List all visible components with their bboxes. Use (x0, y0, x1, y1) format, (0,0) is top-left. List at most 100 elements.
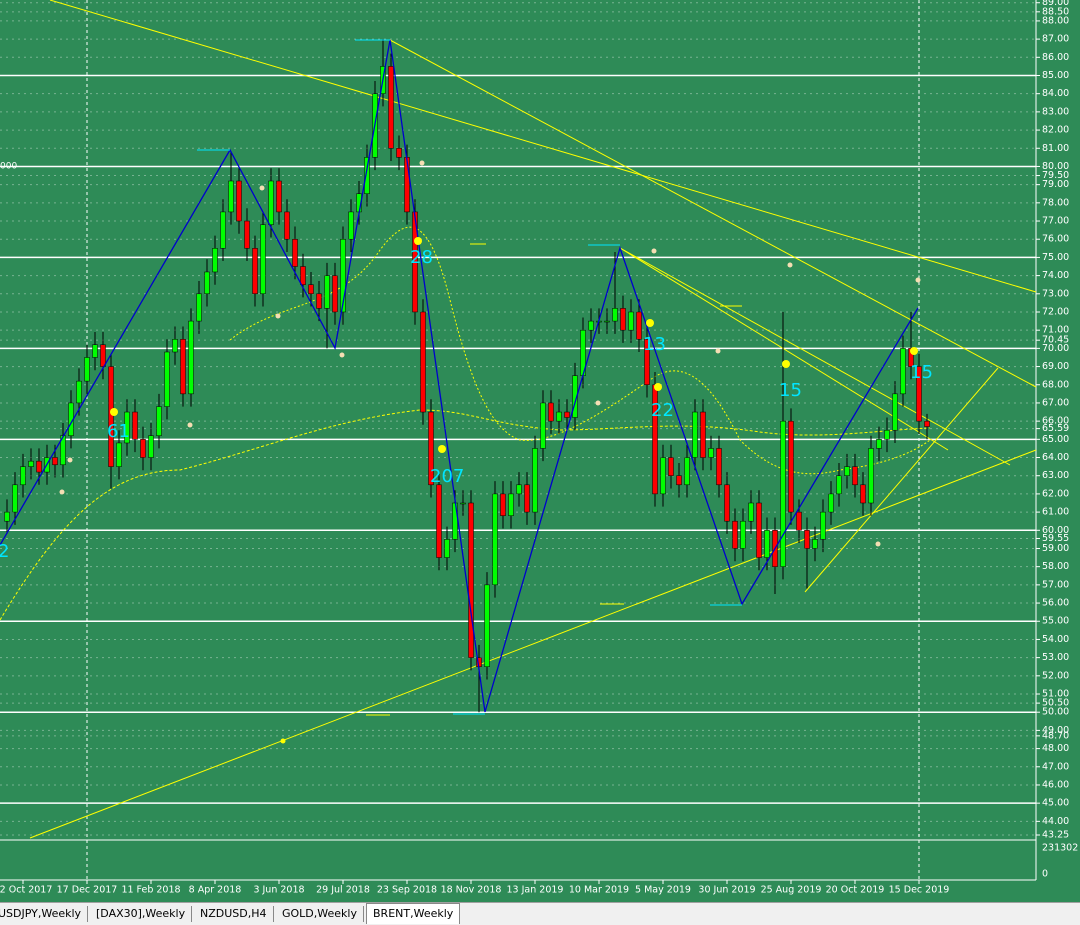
y-tick-label: 54.00 (1042, 634, 1069, 645)
chart-tab[interactable]: [DAX30],Weekly (90, 906, 193, 922)
y-tick-label: 89.00 (1042, 0, 1069, 8)
candle-body (36, 460, 42, 473)
candle-body (28, 460, 34, 467)
y-tick-label: 82.00 (1042, 125, 1069, 136)
trendline (389, 39, 1037, 388)
candle-body (236, 180, 242, 222)
tab-bar: USDJPY,Weekly [DAX30],Weekly NZDUSD,H4 GOLD… (0, 902, 1080, 925)
signal-dot (280, 738, 286, 744)
candle-body (204, 271, 210, 295)
fractal (187, 422, 193, 428)
fractal (275, 313, 281, 319)
candle-body (324, 275, 330, 309)
candle-body (252, 248, 258, 295)
x-tick-label: 20 Oct 2019 (826, 885, 885, 896)
candle-body (116, 442, 122, 467)
candle-body (84, 357, 90, 382)
candle-body (868, 448, 874, 504)
y-tick-label: 79.50 (1042, 170, 1069, 181)
zigzag-label: 13 (643, 334, 666, 355)
zigzag-label: 207 (430, 466, 464, 487)
candle-body (724, 484, 730, 522)
fractal (339, 352, 345, 358)
candle-body (532, 448, 538, 513)
zigzag-label: 2 (0, 541, 9, 562)
chart-tab[interactable]: NZDUSD,H4 (194, 906, 274, 922)
candle-body (732, 520, 738, 549)
signal-dot (654, 383, 662, 391)
candle-body (300, 266, 306, 285)
trendline (29, 449, 1037, 839)
candle-body (292, 238, 298, 267)
y-tick-label: 64.00 (1042, 452, 1069, 463)
candle-body (540, 402, 546, 449)
fractal (875, 541, 881, 547)
candle-body (804, 530, 810, 549)
candle-body (612, 308, 618, 322)
candle-body (516, 484, 522, 495)
zigzag-label: 15 (779, 380, 802, 401)
signal-dot (782, 360, 790, 368)
y-tick-label: 48.70 (1042, 730, 1069, 741)
candle-body (460, 502, 466, 505)
candle-body (108, 366, 114, 467)
candle-body (556, 411, 562, 422)
zigzag-labels: 2 61 28 207 13 22 15 15 (0, 247, 933, 562)
fractal (915, 277, 921, 283)
fractal (419, 160, 425, 166)
candle-body (548, 402, 554, 422)
y-tick-label: 59.55 (1042, 533, 1069, 544)
y-tick-label: 75.00 (1042, 252, 1069, 263)
time-axis-background (0, 880, 1036, 902)
chart-tab[interactable]: BRENT,Weekly (366, 903, 461, 924)
zigzag-label: 22 (651, 400, 674, 421)
candle-body (884, 429, 890, 440)
candle-body (748, 502, 754, 522)
candle-body (660, 457, 666, 495)
candle-body (4, 511, 10, 522)
candle-body (812, 539, 818, 549)
y-tick-label: 69.00 (1042, 361, 1069, 372)
chart-tab[interactable]: GOLD,Weekly (276, 906, 364, 922)
candle-body (628, 311, 634, 331)
candle-body (892, 393, 898, 431)
candle-body (844, 466, 850, 476)
fractal (651, 248, 657, 254)
candle-body (188, 320, 194, 395)
candle-body (332, 275, 338, 313)
candle-body (668, 457, 674, 476)
candle-body (420, 311, 426, 413)
candle-body (308, 284, 314, 295)
x-tick-label: 11 Feb 2018 (121, 885, 180, 896)
x-tick-label: 15 Dec 2019 (889, 885, 950, 896)
candles (4, 39, 930, 713)
y-tick-label: 84.00 (1042, 88, 1069, 99)
candle-body (900, 348, 906, 395)
cut-label: 000 (0, 162, 17, 172)
candle-body (148, 435, 154, 458)
zigzag-label: 15 (910, 362, 933, 383)
candle-body (284, 211, 290, 240)
y-tick-label: 63.00 (1042, 470, 1069, 481)
x-tick-label: 23 Sep 2018 (377, 885, 437, 896)
candle-body (100, 344, 106, 367)
candle-body (444, 539, 450, 558)
x-tick-label: 17 Dec 2017 (57, 885, 118, 896)
candle-body (412, 211, 418, 313)
y-tick-label: 47.00 (1042, 761, 1069, 772)
candle-body (140, 439, 146, 458)
candle-body (340, 238, 346, 313)
trendlines (29, 0, 1037, 839)
y-tick-label: 68.00 (1042, 379, 1069, 390)
price-axis-background (1036, 0, 1080, 902)
y-tick-label: 48.00 (1042, 743, 1069, 754)
y-tick-label: 67.00 (1042, 397, 1069, 408)
candle-body (508, 493, 514, 516)
candle-body (740, 520, 746, 549)
candle-body (588, 320, 594, 331)
x-tick-label: 18 Nov 2018 (441, 885, 502, 896)
chart-tab[interactable]: USDJPY,Weekly (0, 906, 89, 922)
candle-body (348, 211, 354, 240)
zigzag (0, 39, 919, 713)
candle-body (220, 211, 226, 249)
